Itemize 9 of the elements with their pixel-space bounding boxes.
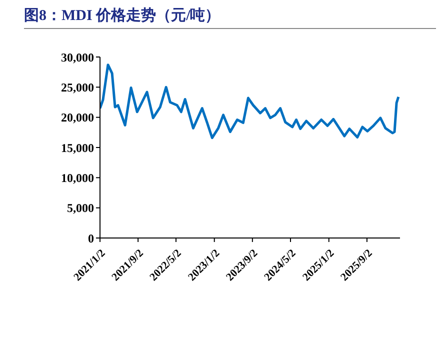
y-tick-label: 0 — [88, 231, 94, 246]
y-tick-label: 15,000 — [61, 140, 94, 155]
y-tick-label: 25,000 — [61, 80, 94, 94]
y-tick-label: 5,000 — [67, 201, 94, 216]
y-tick-label: 20,000 — [61, 110, 94, 125]
y-tick-label: 30,000 — [61, 50, 94, 64]
y-tick-label: 10,000 — [61, 170, 94, 185]
line-series — [100, 64, 400, 140]
chart-title: 图8：MDI 价格走势（元/吨） — [24, 6, 436, 29]
